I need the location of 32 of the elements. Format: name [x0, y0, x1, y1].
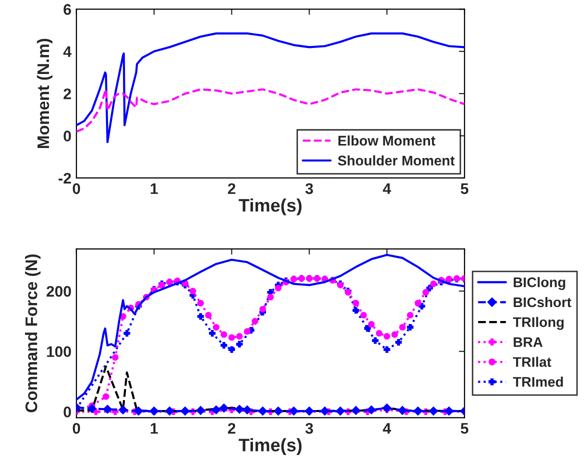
y-tick-label: -2: [58, 172, 71, 184]
y-tick-label: 0: [64, 130, 71, 142]
legend-label: BRA: [514, 337, 543, 347]
y-tick-label: 100: [47, 346, 71, 358]
x-tick-label: 2: [228, 183, 236, 194]
x-tick-label: 0: [72, 422, 80, 434]
legend-label: TRIlat: [513, 356, 552, 367]
x-axis-title: Time(s): [238, 198, 302, 216]
x-tick-label: 2: [228, 422, 236, 434]
x-tick-label: 4: [382, 183, 392, 194]
y-tick-label: 6: [64, 4, 72, 15]
y-axis-title: Command Force (N): [25, 254, 41, 412]
legend-label: Elbow Moment: [338, 135, 436, 146]
legend-label: TRImed: [513, 376, 563, 387]
x-tick-label: 5: [460, 183, 468, 194]
x-axis-title: Time(s): [238, 438, 302, 456]
legend-label: TRIlong: [513, 316, 564, 330]
x-tick-label: 1: [150, 183, 158, 194]
y-tick-label: 4: [63, 46, 72, 57]
y-tick-label: 200: [46, 286, 71, 297]
y-tick-label: 0: [64, 406, 71, 418]
x-tick-label: 0: [72, 183, 80, 194]
x-tick-label: 5: [460, 423, 468, 434]
y-axis-title: Moment (N.m): [36, 38, 52, 148]
x-tick-label: 3: [305, 183, 313, 194]
x-tick-label: 1: [150, 423, 158, 434]
y-tick-label: 2: [64, 88, 71, 100]
legend-label: BICshort: [514, 296, 572, 308]
x-tick-label: 4: [382, 423, 392, 434]
x-tick-label: 3: [305, 422, 313, 434]
legend-label: BIClong: [514, 277, 566, 290]
legend-label: Shoulder Moment: [338, 155, 455, 166]
